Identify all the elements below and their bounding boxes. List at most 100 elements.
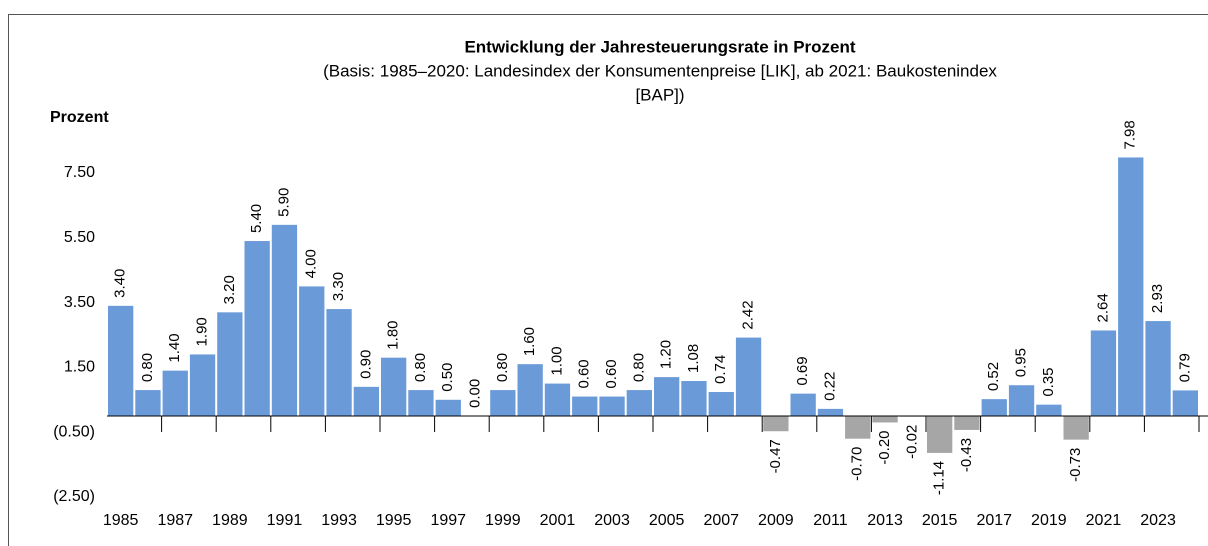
bar — [845, 416, 871, 439]
bar — [626, 390, 652, 416]
x-tick-label: 1995 — [376, 512, 412, 529]
value-label: 1.08 — [685, 344, 702, 373]
value-label: -0.70 — [849, 447, 866, 481]
bar — [435, 399, 461, 416]
bar — [408, 390, 434, 416]
value-label: -0.20 — [876, 430, 893, 464]
bar — [490, 390, 516, 416]
bar — [244, 241, 270, 416]
bar — [1090, 330, 1117, 416]
value-label: -0.43 — [958, 438, 975, 472]
bar — [735, 337, 762, 416]
bar — [790, 393, 816, 416]
value-label: 0.69 — [794, 356, 811, 385]
bar — [326, 309, 352, 416]
value-label: 0.50 — [439, 363, 456, 392]
y-tick-label: 3.50 — [64, 294, 95, 311]
value-label: 0.74 — [712, 355, 729, 384]
x-tick-label: 2013 — [867, 512, 903, 529]
x-tick-label: 2017 — [976, 512, 1012, 529]
bar — [299, 286, 325, 416]
x-tick-label: 2007 — [703, 512, 739, 529]
bar — [517, 364, 543, 416]
bar — [544, 383, 571, 416]
value-label: 1.90 — [194, 317, 211, 346]
value-label: 5.40 — [248, 204, 265, 233]
value-label: -0.47 — [767, 439, 784, 473]
value-label: -1.14 — [931, 461, 948, 495]
chart-frame — [8, 14, 1208, 546]
bar — [162, 370, 188, 416]
bar — [135, 390, 161, 416]
value-label: 2.93 — [1149, 284, 1166, 313]
bar — [1063, 416, 1089, 440]
y-tick-label: 1.50 — [64, 359, 95, 376]
bar — [681, 381, 707, 416]
bar — [108, 305, 134, 416]
bar — [1036, 404, 1062, 416]
bar — [189, 354, 216, 416]
bar — [927, 416, 953, 453]
value-label: 0.00 — [467, 379, 484, 408]
chart-subtitle: [BAP]) — [635, 85, 684, 104]
value-label: 0.35 — [1040, 367, 1057, 396]
value-label: 0.90 — [357, 350, 374, 379]
x-tick-label: 2005 — [649, 512, 685, 529]
x-tick-label: 2003 — [594, 512, 630, 529]
value-label: 2.42 — [740, 300, 757, 329]
bar — [271, 224, 298, 416]
y-tick-label: 7.50 — [64, 164, 95, 181]
y-tick-label: (2.50) — [53, 488, 95, 505]
x-tick-label: 2023 — [1140, 512, 1176, 529]
value-label: 3.40 — [112, 269, 129, 298]
x-tick-label: 2015 — [922, 512, 958, 529]
value-label: 0.60 — [576, 359, 593, 388]
value-label: 0.52 — [985, 362, 1002, 391]
x-tick-label: 2001 — [540, 512, 576, 529]
x-tick-label: 1991 — [267, 512, 303, 529]
value-label: 3.30 — [330, 272, 347, 301]
bar — [872, 416, 898, 423]
value-label: 0.95 — [1013, 348, 1030, 377]
y-tick-label: (0.50) — [53, 423, 95, 440]
value-label: 1.00 — [548, 346, 565, 375]
x-tick-label: 1999 — [485, 512, 521, 529]
bar — [1145, 321, 1171, 416]
x-tick-label: 2019 — [1031, 512, 1067, 529]
bar — [217, 312, 243, 416]
value-label: 0.80 — [139, 353, 156, 382]
x-tick-label: 1993 — [321, 512, 357, 529]
bar — [381, 357, 407, 416]
chart-title: Entwicklung der Jahresteuerungsrate in P… — [464, 37, 855, 56]
x-tick-label: 1989 — [212, 512, 248, 529]
x-tick-label: 1987 — [157, 512, 193, 529]
bar — [1172, 390, 1198, 416]
bar — [763, 416, 789, 432]
bar — [599, 396, 625, 416]
value-label: 4.00 — [303, 249, 320, 278]
value-label: 0.22 — [821, 372, 838, 401]
bar — [1008, 385, 1035, 416]
value-label: -0.02 — [903, 425, 920, 459]
bar — [817, 408, 844, 416]
bar — [981, 399, 1007, 416]
x-tick-label: 1985 — [103, 512, 139, 529]
value-label: 0.80 — [494, 353, 511, 382]
x-tick-label: 2021 — [1086, 512, 1122, 529]
chart-subtitle: (Basis: 1985–2020: Landesindex der Konsu… — [323, 61, 997, 80]
value-label: 1.20 — [658, 340, 675, 369]
bar — [572, 396, 598, 416]
x-tick-label: 1997 — [430, 512, 466, 529]
value-label: 0.79 — [1176, 353, 1193, 382]
value-label: 0.60 — [603, 359, 620, 388]
x-tick-label: 2011 — [813, 512, 848, 529]
y-tick-label: 5.50 — [64, 229, 95, 246]
bar — [954, 416, 980, 430]
value-label: 0.80 — [412, 353, 429, 382]
value-label: 2.64 — [1094, 293, 1111, 322]
value-label: 5.90 — [275, 188, 292, 217]
bar — [708, 392, 734, 416]
bar — [353, 386, 379, 416]
value-label: 7.98 — [1122, 120, 1139, 149]
